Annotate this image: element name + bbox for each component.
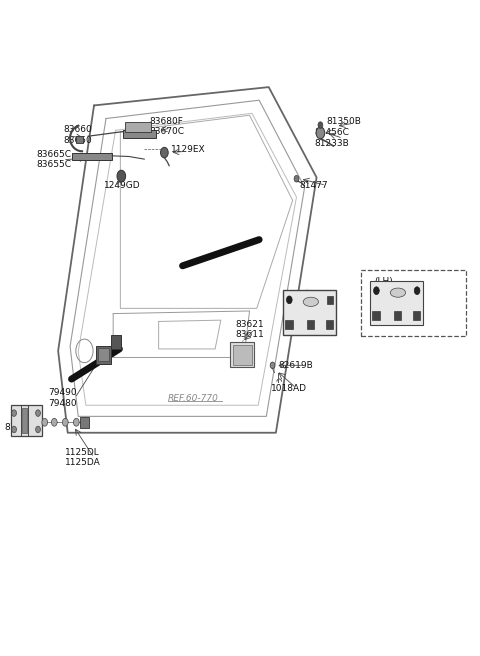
Text: 79490
79480: 79490 79480 <box>48 388 77 408</box>
Bar <box>394 311 401 320</box>
Text: 81350B: 81350B <box>326 117 361 127</box>
Bar <box>372 311 380 320</box>
Bar <box>98 348 109 361</box>
Circle shape <box>414 287 420 295</box>
Bar <box>22 408 27 433</box>
Bar <box>285 320 293 329</box>
Circle shape <box>36 426 40 433</box>
Circle shape <box>316 127 324 139</box>
Bar <box>325 320 333 329</box>
Text: 81477: 81477 <box>300 181 328 190</box>
Bar <box>72 153 112 160</box>
Text: 1018AD: 1018AD <box>271 384 307 393</box>
Bar <box>327 296 333 304</box>
Bar <box>233 345 252 365</box>
Bar <box>307 320 314 329</box>
Bar <box>111 335 121 349</box>
Text: 81456C
81233B: 81456C 81233B <box>314 129 349 148</box>
Circle shape <box>12 410 16 417</box>
Text: 1249GD: 1249GD <box>104 181 140 190</box>
Bar <box>123 130 156 138</box>
Circle shape <box>287 296 292 304</box>
Text: 83665C
83655C: 83665C 83655C <box>36 150 72 169</box>
Text: 82619B: 82619B <box>278 361 313 370</box>
Text: 81429: 81429 <box>283 292 312 301</box>
Circle shape <box>294 175 299 182</box>
Circle shape <box>12 426 16 433</box>
Circle shape <box>318 122 323 129</box>
Circle shape <box>73 419 79 426</box>
Bar <box>413 311 420 320</box>
Text: 1125DL
1125DA: 1125DL 1125DA <box>65 448 101 467</box>
Circle shape <box>62 419 68 426</box>
Text: 1129EX: 1129EX <box>170 146 205 154</box>
Circle shape <box>270 362 275 369</box>
Bar <box>76 136 83 144</box>
Ellipse shape <box>303 297 319 306</box>
Bar <box>96 346 111 364</box>
Circle shape <box>160 148 168 158</box>
Ellipse shape <box>390 288 406 297</box>
Bar <box>11 405 42 436</box>
Text: 83660
83650: 83660 83650 <box>63 125 92 144</box>
Circle shape <box>42 419 48 426</box>
Text: 83680F
83670C: 83680F 83670C <box>149 117 184 136</box>
Text: 81389A: 81389A <box>4 423 39 432</box>
Text: (LH)
81419B: (LH) 81419B <box>374 277 409 297</box>
Bar <box>230 342 254 367</box>
Bar <box>125 123 152 132</box>
Circle shape <box>36 410 40 417</box>
Circle shape <box>117 171 126 182</box>
Bar <box>80 417 89 428</box>
Bar <box>370 281 423 325</box>
Bar <box>283 290 336 335</box>
Text: REF.60-770: REF.60-770 <box>168 394 219 403</box>
Circle shape <box>51 419 57 426</box>
Text: 83621
83611: 83621 83611 <box>235 319 264 339</box>
Bar <box>360 270 466 336</box>
Circle shape <box>373 287 379 295</box>
